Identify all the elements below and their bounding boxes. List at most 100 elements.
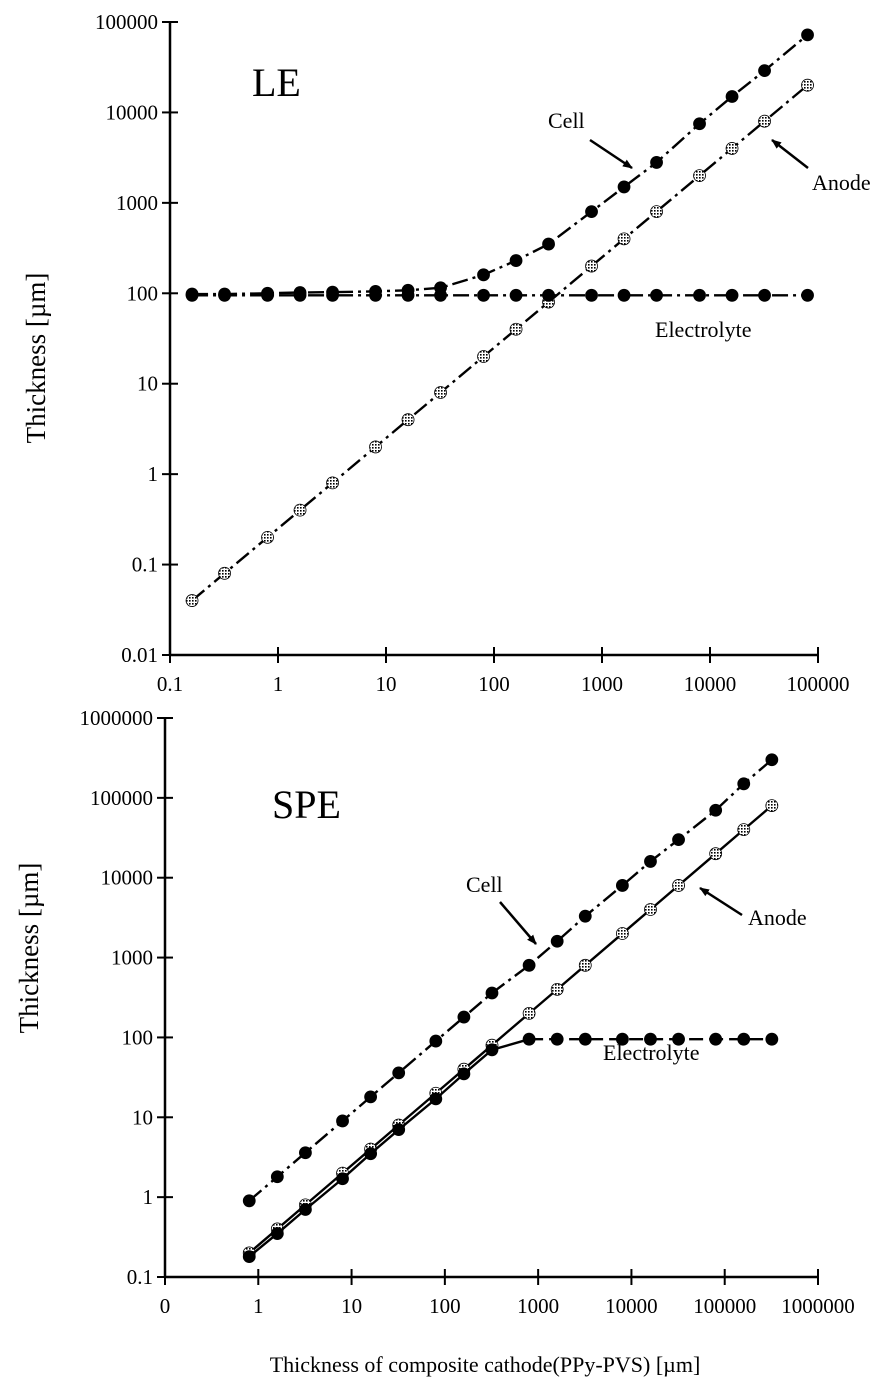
data-point-cell (299, 1146, 312, 1160)
data-point-cell (578, 909, 592, 923)
data-point-cell (457, 1010, 471, 1024)
annotation-anode: Anode (812, 170, 871, 195)
data-point-cell (801, 28, 814, 42)
y-axis-label: Thickness [µm] (21, 273, 51, 444)
data-point-electrolyte (429, 1092, 443, 1106)
data-point-anode (585, 259, 598, 273)
series-electrolyte (185, 288, 814, 302)
data-point-cell (392, 1066, 406, 1080)
annotation-cell: Cell (548, 108, 585, 133)
x-tick-label: 100 (429, 1294, 461, 1318)
data-point-cell (522, 958, 536, 972)
data-point-anode (650, 205, 663, 219)
data-point-cell (693, 117, 706, 131)
data-point-electrolyte (270, 1227, 284, 1240)
data-point-electrolyte (765, 1032, 779, 1046)
annotation-arrow-cell (589, 138, 633, 170)
y-tick-label: 100 (127, 281, 159, 305)
data-point-electrolyte (218, 288, 231, 302)
data-point-electrolyte (242, 1250, 256, 1264)
data-point-electrolyte (709, 1032, 723, 1046)
panel-label: SPE (272, 782, 341, 827)
data-point-anode (672, 879, 685, 892)
y-tick-label: 100000 (90, 786, 153, 810)
data-point-cell (765, 753, 779, 767)
data-point-electrolyte (725, 288, 739, 302)
data-point-anode (293, 503, 307, 517)
annotation-arrow-cell (499, 901, 537, 945)
data-point-electrolyte (401, 288, 415, 302)
data-point-cell (270, 1170, 284, 1184)
data-point-anode (615, 927, 629, 940)
data-point-cell (542, 237, 555, 251)
data-point-cell (650, 156, 663, 169)
data-point-electrolyte (644, 1032, 657, 1046)
data-point-cell (336, 1114, 349, 1128)
chart-panel-le: 0.01 0.1 1 10 100 1000 10000 100000 0.1 1 10 100 100… (21, 10, 871, 696)
x-tick-label: 0 (160, 1294, 171, 1318)
data-point-electrolyte (336, 1172, 349, 1186)
data-point-electrolyte (434, 288, 447, 302)
data-point-anode (725, 142, 739, 155)
annotation-cell: Cell (466, 872, 503, 897)
data-point-anode (758, 114, 771, 128)
data-point-anode (522, 1006, 536, 1020)
data-point-electrolyte (369, 288, 382, 302)
data-point-anode (434, 386, 447, 399)
annotation-anode: Anode (748, 905, 807, 930)
y-tick-label: 1 (143, 1185, 154, 1209)
x-tick-label: 10000 (605, 1294, 658, 1318)
x-tick-label: 10 (341, 1294, 362, 1318)
data-point-electrolyte (299, 1203, 312, 1216)
y-tick-label: 0.1 (132, 553, 158, 577)
x-axis-label: Thickness of composite cathode(PPy-PVS) … (270, 1352, 701, 1377)
x-tick-label: 1000 (517, 1294, 559, 1318)
data-point-electrolyte (293, 288, 307, 302)
data-point-anode (218, 566, 231, 580)
data-point-electrolyte (585, 288, 598, 302)
data-point-electrolyte (672, 1032, 685, 1046)
data-point-anode (261, 530, 274, 544)
data-point-cell (485, 986, 499, 1000)
data-point-cell (550, 934, 564, 948)
data-point-electrolyte (578, 1032, 592, 1046)
x-tick-label: 1000 (581, 672, 623, 696)
data-point-cell (509, 254, 523, 267)
data-point-cell (758, 64, 771, 78)
series-anode (242, 799, 779, 1260)
series-line-anode (248, 804, 773, 1254)
data-point-electrolyte (522, 1032, 536, 1046)
y-tick-label: 1000 (116, 191, 158, 215)
x-tick-label: 100000 (693, 1294, 756, 1318)
data-point-electrolyte (615, 1032, 629, 1046)
data-point-electrolyte (185, 288, 199, 302)
data-point-electrolyte (542, 288, 555, 302)
y-tick-label: 10000 (106, 100, 159, 124)
x-tick-label: 0.1 (157, 672, 183, 696)
series-group (242, 753, 779, 1264)
series-line-electrolyte (248, 1038, 530, 1258)
y-tick-label: 100 (122, 1025, 154, 1049)
data-point-electrolyte (477, 288, 490, 302)
data-point-electrolyte (758, 288, 771, 302)
data-point-electrolyte (364, 1147, 378, 1161)
data-point-cell (615, 879, 629, 892)
y-tick-label: 10 (137, 372, 158, 396)
x-tick-label: 100 (478, 672, 510, 696)
data-point-anode (550, 982, 564, 996)
series-group (185, 28, 814, 607)
data-point-anode (617, 232, 631, 246)
data-point-cell (644, 855, 657, 868)
data-point-anode (693, 169, 706, 183)
data-point-electrolyte (392, 1123, 406, 1137)
data-point-electrolyte (693, 288, 706, 302)
data-point-electrolyte (650, 288, 663, 302)
x-tick-label: 1000000 (781, 1294, 855, 1318)
x-tick-label: 1 (253, 1294, 264, 1318)
y-tick-label: 0.1 (127, 1265, 153, 1289)
data-point-anode (801, 78, 814, 92)
data-point-electrolyte (485, 1043, 499, 1057)
data-point-cell (617, 180, 631, 194)
y-tick-label: 100000 (95, 10, 158, 34)
chart-panel-spe: 0.1 1 10 100 1000 10000 100000 1000000 0 1 10 100 10… (14, 706, 855, 1377)
